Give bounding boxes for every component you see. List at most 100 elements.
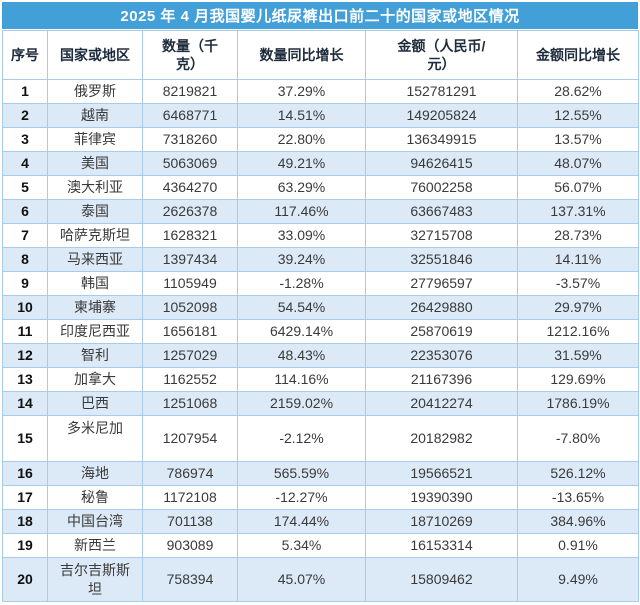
amount-growth-cell: 0.91% (517, 533, 639, 558)
quantity-growth-cell: 63.29% (237, 175, 366, 200)
amount-cell: 15809462 (365, 557, 518, 602)
header-row: 序号 国家或地区 数量（千 克） 数量同比增长 金额（人民币/ 元） 金额同比增… (2, 30, 639, 80)
rank-cell: 20 (2, 557, 48, 602)
quantity-cell: 786974 (142, 461, 238, 486)
table-row: 9 韩国 1105949 -1.28% 27796597 -3.57% (2, 271, 639, 296)
amount-growth-cell: 28.73% (517, 223, 639, 248)
quantity-growth-cell: 54.54% (237, 295, 366, 320)
country-cell: 秘鲁 (47, 485, 143, 510)
col-header-quantity-growth: 数量同比增长 (237, 30, 366, 80)
amount-growth-cell: 56.07% (517, 175, 639, 200)
rank-cell: 8 (2, 247, 48, 272)
quantity-growth-cell: 49.21% (237, 151, 366, 176)
quantity-growth-cell: -12.27% (237, 485, 366, 510)
country-cell: 柬埔寨 (47, 295, 143, 320)
quantity-cell: 7318260 (142, 127, 238, 152)
country-cell: 巴西 (47, 391, 143, 416)
table-row: 16 海地 786974 565.59% 19566521 526.12% (2, 461, 639, 486)
quantity-cell: 758394 (142, 557, 238, 602)
amount-growth-cell: 13.57% (517, 127, 639, 152)
amount-cell: 21167396 (365, 367, 518, 392)
table-row: 19 新西兰 903089 5.34% 16153314 0.91% (2, 533, 639, 558)
amount-cell: 27796597 (365, 271, 518, 296)
amount-growth-cell: 29.97% (517, 295, 639, 320)
amount-cell: 94626415 (365, 151, 518, 176)
quantity-growth-cell: 39.24% (237, 247, 366, 272)
rank-cell: 10 (2, 295, 48, 320)
amount-cell: 152781291 (365, 79, 518, 104)
quantity-cell: 1162552 (142, 367, 238, 392)
amount-cell: 32715708 (365, 223, 518, 248)
amount-cell: 18710269 (365, 509, 518, 534)
quantity-cell: 1628321 (142, 223, 238, 248)
quantity-growth-cell: 5.34% (237, 533, 366, 558)
country-cell: 俄罗斯 (47, 79, 143, 104)
country-cell: 印度尼西亚 (47, 319, 143, 344)
amount-cell: 20182982 (365, 415, 518, 462)
amount-growth-cell: 526.12% (517, 461, 639, 486)
rank-cell: 13 (2, 367, 48, 392)
country-cell: 多米尼加 (47, 415, 143, 462)
table-row: 5 澳大利亚 4364270 63.29% 76002258 56.07% (2, 175, 639, 200)
export-table: 序号 国家或地区 数量（千 克） 数量同比增长 金额（人民币/ 元） 金额同比增… (2, 30, 639, 602)
country-cell: 美国 (47, 151, 143, 176)
amount-cell: 16153314 (365, 533, 518, 558)
col-header-amount-growth: 金额同比增长 (517, 30, 639, 80)
table-row: 11 印度尼西亚 1656181 6429.14% 25870619 1212.… (2, 319, 639, 344)
col-header-amount: 金额（人民币/ 元） (365, 30, 518, 80)
rank-cell: 15 (2, 415, 48, 462)
amount-growth-cell: 12.55% (517, 103, 639, 128)
rank-cell: 7 (2, 223, 48, 248)
rank-cell: 18 (2, 509, 48, 534)
country-cell: 菲律宾 (47, 127, 143, 152)
country-cell: 吉尔吉斯斯坦 (47, 557, 143, 602)
table-row: 2 越南 6468771 14.51% 149205824 12.55% (2, 103, 639, 128)
quantity-growth-cell: 48.43% (237, 343, 366, 368)
amount-cell: 25870619 (365, 319, 518, 344)
quantity-growth-cell: 565.59% (237, 461, 366, 486)
table-row: 10 柬埔寨 1052098 54.54% 26429880 29.97% (2, 295, 639, 320)
amount-cell: 32551846 (365, 247, 518, 272)
table-row: 14 巴西 1251068 2159.02% 20412274 1786.19% (2, 391, 639, 416)
quantity-cell: 903089 (142, 533, 238, 558)
quantity-growth-cell: 14.51% (237, 103, 366, 128)
quantity-cell: 1052098 (142, 295, 238, 320)
amount-growth-cell: 48.07% (517, 151, 639, 176)
amount-growth-cell: 9.49% (517, 557, 639, 602)
amount-growth-cell: -13.65% (517, 485, 639, 510)
col-header-rank: 序号 (2, 30, 48, 80)
quantity-cell: 1207954 (142, 415, 238, 462)
quantity-cell: 1172108 (142, 485, 238, 510)
quantity-cell: 1251068 (142, 391, 238, 416)
quantity-cell: 2626378 (142, 199, 238, 224)
country-cell: 海地 (47, 461, 143, 486)
table-row: 17 秘鲁 1172108 -12.27% 19390390 -13.65% (2, 485, 639, 510)
table-row: 20 吉尔吉斯斯坦 758394 45.07% 15809462 9.49% (2, 557, 639, 602)
amount-growth-cell: 1212.16% (517, 319, 639, 344)
amount-growth-cell: 28.62% (517, 79, 639, 104)
rank-cell: 2 (2, 103, 48, 128)
rank-cell: 1 (2, 79, 48, 104)
quantity-cell: 1257029 (142, 343, 238, 368)
quantity-growth-cell: 174.44% (237, 509, 366, 534)
quantity-growth-cell: 37.29% (237, 79, 366, 104)
quantity-cell: 6468771 (142, 103, 238, 128)
amount-cell: 136349915 (365, 127, 518, 152)
rank-cell: 6 (2, 199, 48, 224)
amount-growth-cell: -7.80% (517, 415, 639, 462)
amount-growth-cell: 384.96% (517, 509, 639, 534)
rank-cell: 5 (2, 175, 48, 200)
country-cell: 中国台湾 (47, 509, 143, 534)
rank-cell: 12 (2, 343, 48, 368)
rank-cell: 16 (2, 461, 48, 486)
country-cell: 加拿大 (47, 367, 143, 392)
amount-cell: 22353076 (365, 343, 518, 368)
quantity-growth-cell: 33.09% (237, 223, 366, 248)
amount-growth-cell: 14.11% (517, 247, 639, 272)
quantity-cell: 8219821 (142, 79, 238, 104)
country-cell: 澳大利亚 (47, 175, 143, 200)
quantity-growth-cell: -1.28% (237, 271, 366, 296)
quantity-growth-cell: 117.46% (237, 199, 366, 224)
table-row: 7 哈萨克斯坦 1628321 33.09% 32715708 28.73% (2, 223, 639, 248)
rank-cell: 14 (2, 391, 48, 416)
